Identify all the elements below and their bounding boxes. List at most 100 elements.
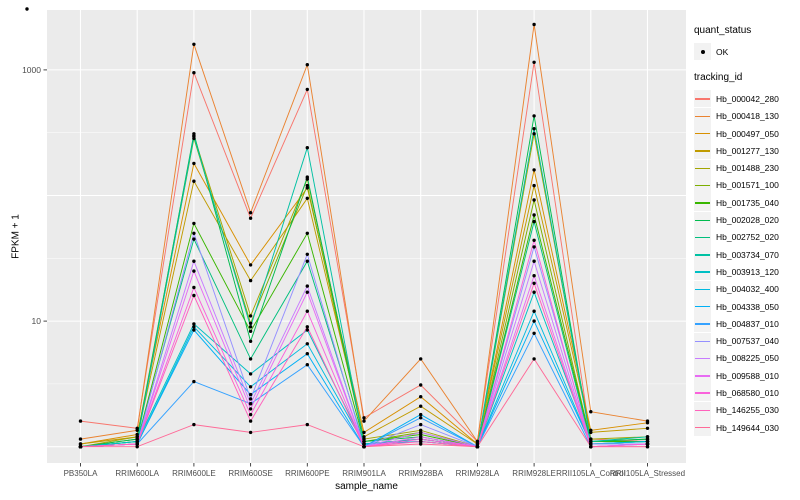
- data-point: [305, 328, 309, 332]
- x-tick-label: RRIM928BA: [398, 469, 443, 478]
- legend-item-label: Hb_146255_030: [716, 405, 779, 416]
- data-point: [419, 416, 423, 420]
- legend-item-label: Hb_000042_280: [716, 93, 779, 104]
- legend-item-Hb_000418_130: Hb_000418_130: [694, 107, 798, 125]
- line-key: [694, 194, 711, 212]
- legend-item-label: Hb_068580_010: [716, 387, 779, 398]
- line-key: [694, 401, 711, 419]
- legend-item-label: Hb_149644_030: [716, 422, 779, 433]
- data-point: [192, 259, 196, 263]
- data-point: [532, 183, 536, 188]
- line-swatch-icon: [695, 323, 710, 325]
- data-point: [362, 437, 366, 441]
- line-swatch-icon: [695, 306, 710, 308]
- data-point: [305, 196, 309, 200]
- line-key: [694, 263, 711, 281]
- line-swatch-icon: [695, 271, 710, 273]
- data-point: [248, 402, 253, 406]
- data-point: [192, 231, 196, 235]
- data-point: [475, 445, 480, 449]
- legend-item-label: Hb_004032_400: [716, 284, 779, 295]
- legend-title-quant-status: quant_status: [694, 25, 752, 36]
- line-key: [694, 90, 711, 108]
- data-point: [192, 161, 196, 166]
- tracking-id-legend-items: Hb_000042_280 Hb_000418_130 Hb_000497_050 H…: [694, 90, 798, 437]
- data-point: [248, 211, 253, 215]
- legend-item-label: Hb_004837_010: [716, 318, 779, 329]
- data-point: [248, 314, 253, 318]
- data-point: [305, 290, 309, 294]
- data-point: [532, 238, 536, 242]
- line-swatch-icon: [695, 219, 710, 221]
- data-point: [305, 284, 309, 288]
- data-point: [248, 392, 253, 397]
- line-key: [694, 107, 711, 125]
- legend-item-label: Hb_001571_100: [716, 180, 779, 191]
- line-key: [694, 315, 711, 333]
- data-point: [419, 383, 423, 387]
- x-tick-label: RRIM600LE: [172, 469, 216, 478]
- data-point: [645, 435, 650, 439]
- data-point: [305, 183, 309, 188]
- data-point: [135, 437, 139, 441]
- line-swatch-icon: [695, 98, 710, 100]
- legend-item-label: OK: [716, 46, 729, 57]
- x-tick-label: RRIM600PE: [285, 469, 329, 478]
- data-point: [305, 363, 309, 367]
- legend-item-label: Hb_000418_130: [716, 111, 779, 122]
- data-point: [305, 62, 309, 67]
- data-point: [192, 285, 196, 290]
- data-point: [532, 219, 536, 224]
- data-point: [419, 395, 423, 399]
- data-point: [532, 259, 536, 263]
- data-point: [532, 168, 536, 172]
- data-point: [589, 445, 593, 449]
- legend-item-Hb_009588_010: Hb_009588_010: [694, 367, 798, 385]
- line-key: [694, 419, 711, 437]
- line-swatch-icon: [695, 150, 710, 152]
- x-axis-title: sample_name: [335, 481, 398, 492]
- data-point: [532, 198, 536, 202]
- legend-item-Hb_146255_030: Hb_146255_030: [694, 401, 798, 419]
- line-swatch-icon: [695, 133, 710, 135]
- data-point: [532, 245, 536, 249]
- line-swatch-icon: [695, 409, 710, 412]
- data-point: [419, 412, 423, 417]
- data-point: [362, 430, 366, 435]
- legend-item-label: Hb_009588_010: [716, 370, 779, 381]
- data-point: [532, 213, 536, 217]
- data-point: [475, 439, 480, 444]
- line-swatch-icon: [695, 288, 710, 291]
- data-point: [305, 325, 309, 329]
- line-key: [694, 384, 711, 402]
- data-point: [135, 442, 139, 446]
- data-point: [305, 175, 309, 179]
- data-point: [248, 419, 253, 423]
- x-tick-label: RRIM928LA: [456, 469, 500, 478]
- data-point: [532, 60, 536, 64]
- data-point: [248, 372, 253, 376]
- data-point: [419, 442, 423, 446]
- legend: quant_status OK tracking_id Hb_000042_28…: [694, 25, 798, 437]
- data-point: [248, 357, 253, 361]
- legend-item-label: Hb_003913_120: [716, 266, 779, 277]
- legend-item-Hb_002752_020: Hb_002752_020: [694, 228, 798, 246]
- data-point: [532, 274, 536, 278]
- data-point: [362, 445, 366, 449]
- legend-item-Hb_004032_400: Hb_004032_400: [694, 280, 798, 298]
- data-point: [248, 407, 253, 411]
- data-point: [305, 342, 309, 346]
- data-point: [248, 325, 253, 329]
- legend-item-label: Hb_004338_050: [716, 301, 779, 312]
- line-swatch-icon: [695, 184, 710, 187]
- data-point: [532, 319, 536, 323]
- data-point: [192, 134, 196, 139]
- data-point: [645, 421, 650, 425]
- data-point: [248, 278, 253, 283]
- data-point: [135, 428, 139, 432]
- legend-item-Hb_003734_070: Hb_003734_070: [694, 246, 798, 264]
- legend-item-Hb_068580_010: Hb_068580_010: [694, 384, 798, 402]
- data-point: [248, 385, 253, 389]
- data-point: [192, 293, 196, 298]
